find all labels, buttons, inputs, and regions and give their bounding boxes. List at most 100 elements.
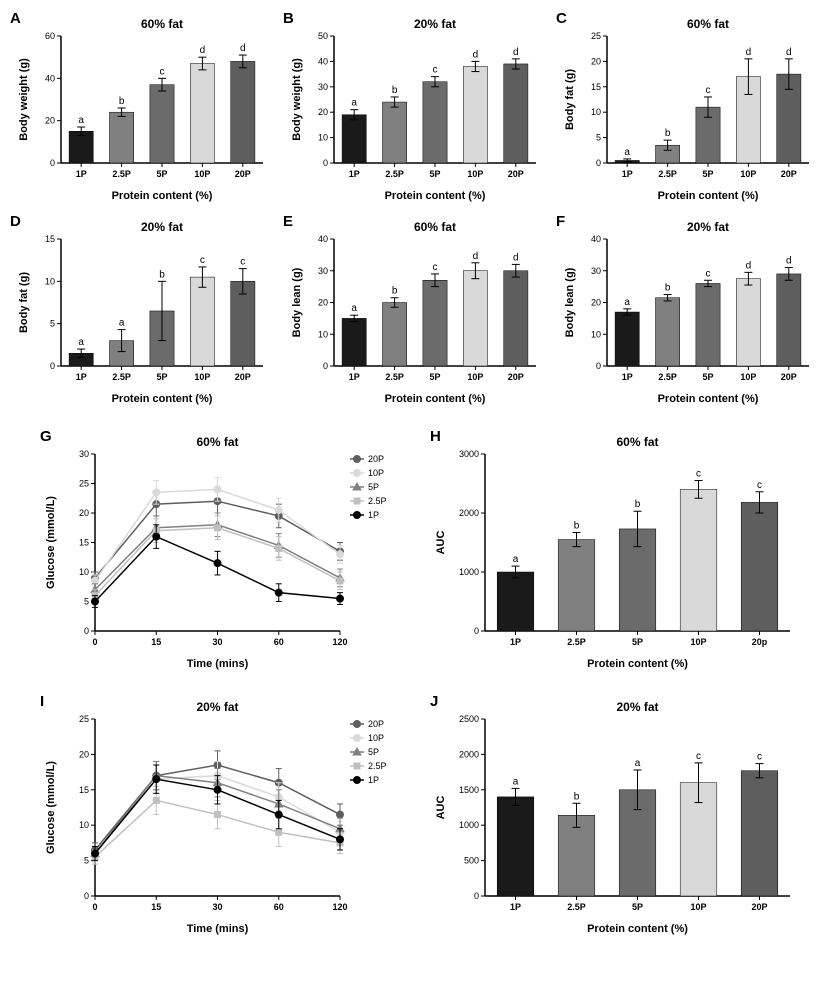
panel-I: I20% fat0510152025Glucose (mmol/L)015306…: [40, 693, 410, 938]
panel-J: J20% fat05001000150020002500AUCa1Pb2.5Pa…: [430, 693, 800, 938]
svg-text:b: b: [574, 791, 580, 802]
svg-text:2.5P: 2.5P: [112, 169, 131, 179]
svg-text:2.5P: 2.5P: [385, 169, 404, 179]
svg-text:20P: 20P: [234, 169, 250, 179]
svg-text:c: c: [757, 480, 762, 491]
svg-text:1P: 1P: [368, 775, 379, 785]
svg-text:Time (mins): Time (mins): [187, 923, 249, 935]
svg-text:20P: 20P: [780, 372, 796, 382]
svg-text:2.5P: 2.5P: [658, 372, 677, 382]
svg-text:20P: 20P: [507, 372, 523, 382]
svg-text:30: 30: [212, 902, 222, 912]
svg-text:5: 5: [84, 856, 89, 866]
svg-text:d: d: [513, 252, 519, 263]
svg-text:60: 60: [274, 902, 284, 912]
svg-text:2.5P: 2.5P: [112, 372, 131, 382]
svg-text:50: 50: [317, 31, 327, 41]
svg-text:1P: 1P: [348, 169, 359, 179]
svg-text:0: 0: [84, 626, 89, 636]
svg-text:40: 40: [317, 56, 327, 66]
svg-text:5P: 5P: [702, 169, 713, 179]
svg-text:d: d: [199, 45, 205, 56]
svg-text:1P: 1P: [75, 372, 86, 382]
svg-text:c: c: [705, 268, 710, 279]
svg-text:0: 0: [474, 891, 479, 901]
svg-text:1P: 1P: [621, 372, 632, 382]
svg-text:Time (mins): Time (mins): [187, 658, 249, 670]
svg-text:a: a: [624, 147, 630, 158]
svg-text:Protein content (%): Protein content (%): [384, 393, 485, 405]
svg-text:120: 120: [332, 902, 347, 912]
svg-text:30: 30: [590, 266, 600, 276]
svg-text:c: c: [705, 85, 710, 96]
svg-text:Body weight (g): Body weight (g): [291, 58, 303, 141]
svg-text:2.5P: 2.5P: [368, 496, 387, 506]
svg-text:1P: 1P: [510, 637, 521, 647]
svg-text:120: 120: [332, 637, 347, 647]
svg-text:10P: 10P: [690, 637, 706, 647]
svg-text:5: 5: [84, 597, 89, 607]
svg-text:b: b: [159, 269, 165, 280]
svg-text:5: 5: [595, 133, 600, 143]
svg-text:25: 25: [79, 479, 89, 489]
svg-text:2500: 2500: [459, 714, 479, 724]
svg-text:10P: 10P: [194, 372, 210, 382]
svg-text:20% fat: 20% fat: [616, 700, 658, 714]
svg-text:5P: 5P: [368, 482, 379, 492]
svg-text:5P: 5P: [429, 372, 440, 382]
svg-text:10: 10: [590, 329, 600, 339]
svg-text:c: c: [696, 469, 701, 480]
svg-text:10: 10: [590, 107, 600, 117]
panel-label-H: H: [430, 428, 441, 445]
svg-text:20% fat: 20% fat: [686, 220, 728, 234]
svg-text:20% fat: 20% fat: [413, 17, 455, 31]
svg-text:d: d: [786, 47, 792, 58]
svg-text:60% fat: 60% fat: [196, 435, 238, 449]
svg-text:Glucose (mmol/L): Glucose (mmol/L): [45, 761, 57, 854]
svg-text:60: 60: [274, 637, 284, 647]
svg-text:a: a: [118, 318, 124, 329]
svg-text:b: b: [664, 283, 670, 294]
svg-text:Body fat (g): Body fat (g): [18, 272, 30, 333]
svg-text:Protein content (%): Protein content (%): [587, 923, 688, 935]
svg-text:40: 40: [317, 234, 327, 244]
svg-text:30: 30: [317, 82, 327, 92]
panel-C: C60% fat0510152025Body fat (g)a1Pb2.5Pc5…: [556, 10, 821, 205]
svg-text:0: 0: [84, 891, 89, 901]
svg-text:60% fat: 60% fat: [140, 17, 182, 31]
svg-text:60% fat: 60% fat: [413, 220, 455, 234]
svg-text:b: b: [664, 128, 670, 139]
svg-text:5P: 5P: [632, 902, 643, 912]
svg-text:a: a: [78, 337, 84, 348]
svg-text:d: d: [513, 47, 519, 58]
svg-text:c: c: [432, 65, 437, 76]
svg-text:AUC: AUC: [435, 531, 447, 555]
svg-text:a: a: [78, 115, 84, 126]
svg-text:5P: 5P: [632, 637, 643, 647]
svg-text:b: b: [635, 499, 641, 510]
svg-text:5P: 5P: [429, 169, 440, 179]
svg-text:0: 0: [474, 626, 479, 636]
svg-text:10P: 10P: [740, 372, 756, 382]
svg-text:d: d: [745, 47, 751, 58]
svg-text:1P: 1P: [348, 372, 359, 382]
svg-text:Protein content (%): Protein content (%): [657, 393, 758, 405]
panel-E: E60% fat010203040Body lean (g)a1Pb2.5Pc5…: [283, 213, 548, 408]
svg-text:b: b: [118, 96, 124, 107]
svg-text:10P: 10P: [740, 169, 756, 179]
svg-text:d: d: [472, 251, 478, 262]
panel-G: G60% fat051015202530Glucose (mmol/L)0153…: [40, 428, 410, 673]
svg-text:Protein content (%): Protein content (%): [111, 393, 212, 405]
svg-text:10: 10: [79, 567, 89, 577]
svg-text:5P: 5P: [156, 169, 167, 179]
svg-text:20: 20: [79, 749, 89, 759]
svg-text:0: 0: [92, 637, 97, 647]
svg-text:Body weight (g): Body weight (g): [18, 58, 30, 141]
bottom-grid: G60% fat051015202530Glucose (mmol/L)0153…: [10, 428, 821, 938]
svg-text:10P: 10P: [194, 169, 210, 179]
panel-label-D: D: [10, 213, 21, 230]
svg-text:1500: 1500: [459, 785, 479, 795]
svg-text:10: 10: [317, 329, 327, 339]
svg-text:60: 60: [44, 31, 54, 41]
svg-text:15: 15: [79, 785, 89, 795]
